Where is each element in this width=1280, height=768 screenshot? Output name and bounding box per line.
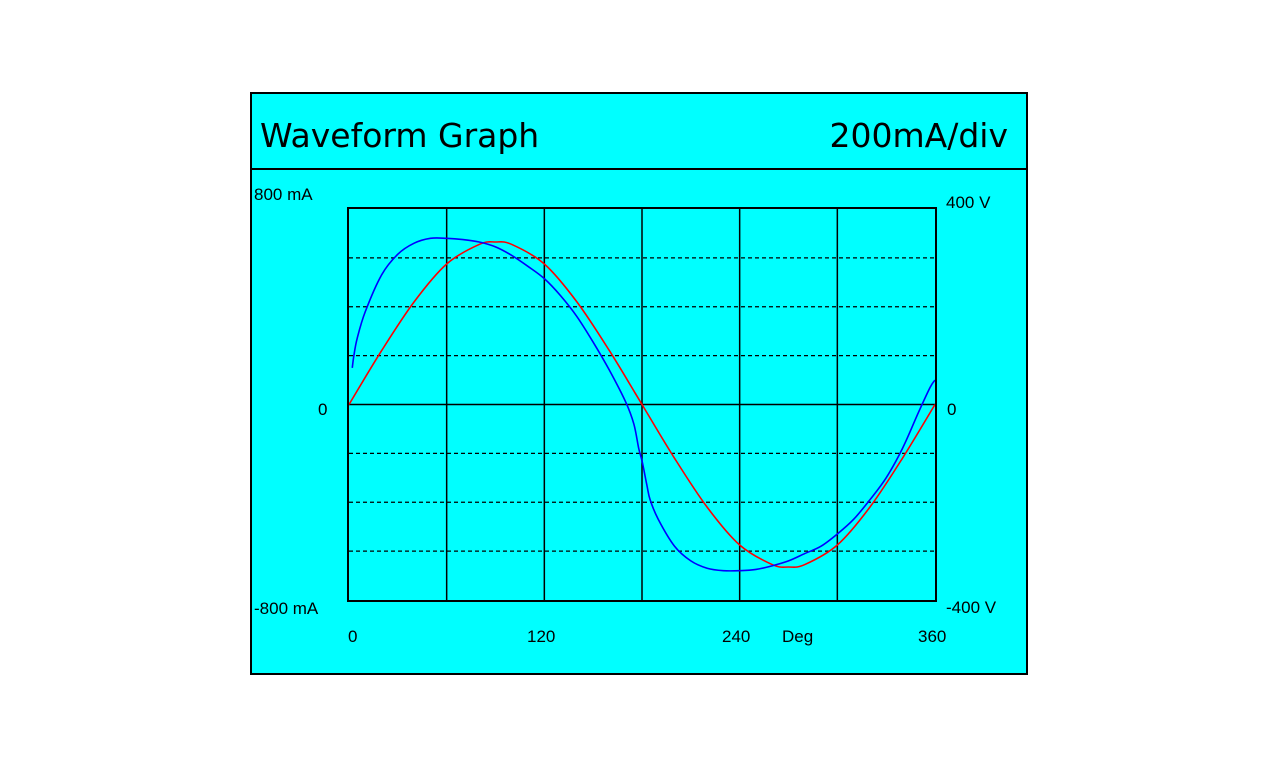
x-unit-label: Deg — [782, 627, 814, 646]
y-right-bottom-label: -400 V — [946, 598, 997, 617]
panel-header: Waveform Graph 200mA/div — [252, 94, 1026, 170]
x-tick-label-360: 360 — [918, 627, 947, 646]
plot-area — [347, 207, 937, 602]
y-left-top-label: 800 mA — [254, 185, 313, 204]
red-waveform-line — [349, 240, 935, 569]
y-right-mid-label: 0 — [947, 400, 957, 419]
scale-label: 200mA/div — [829, 116, 1008, 155]
y-left-bottom-label: -800 mA — [254, 599, 319, 618]
chart-title: Waveform Graph — [260, 116, 540, 155]
x-tick-label-120: 120 — [527, 627, 556, 646]
waveform-plot — [349, 209, 935, 600]
x-tick-label-0: 0 — [348, 627, 358, 646]
x-tick-label-240: 240 — [722, 627, 751, 646]
y-left-mid-label: 0 — [318, 400, 328, 419]
waveform-panel: Waveform Graph 200mA/div 800 mA 0 -800 m… — [250, 92, 1028, 675]
blue-waveform-line — [351, 237, 935, 572]
y-right-top-label: 400 V — [946, 193, 991, 212]
